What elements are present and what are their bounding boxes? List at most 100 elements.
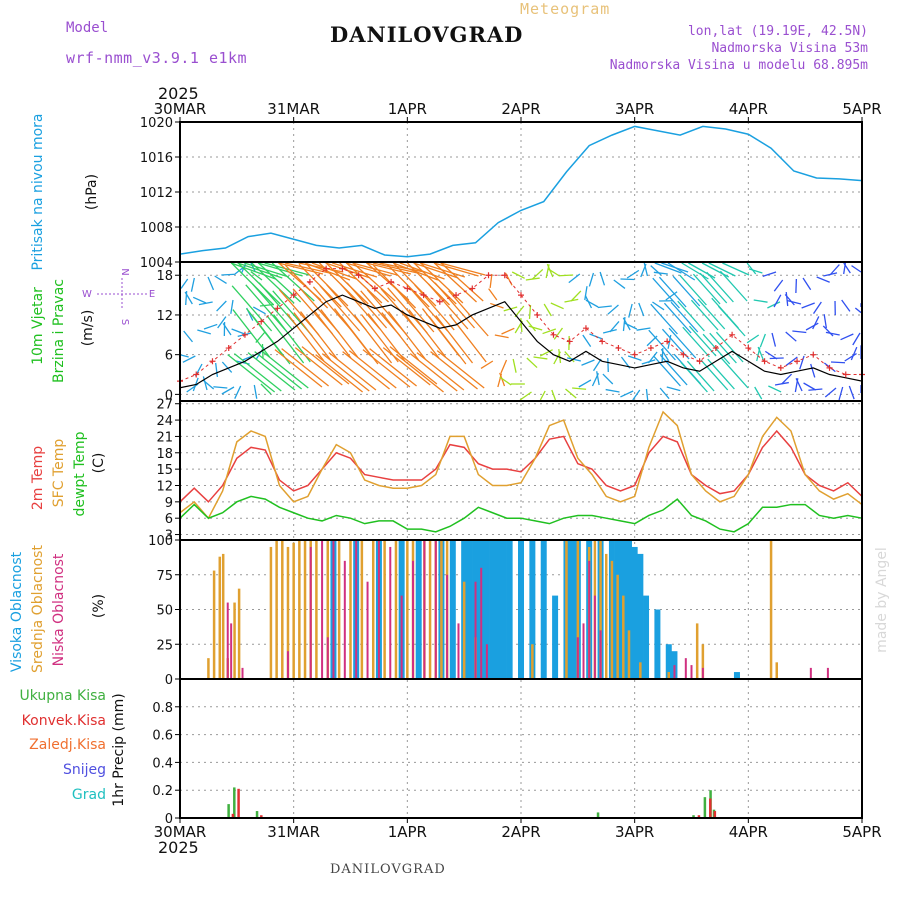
cloud-low-bar — [321, 540, 324, 679]
cloud-high-bar — [625, 540, 632, 679]
wind-gust-point — [534, 311, 541, 318]
wind-vector — [251, 283, 293, 330]
wind-vector — [613, 279, 626, 289]
wind-vector — [286, 313, 325, 362]
wind-vector — [393, 262, 437, 307]
wind-vector — [692, 273, 721, 305]
wind-vector — [623, 322, 638, 330]
wind-vector — [553, 327, 564, 340]
y-tick-label: 24 — [156, 414, 173, 429]
wind-vector — [519, 391, 532, 401]
wind-vector — [227, 354, 276, 393]
cloud-low-bar — [690, 665, 693, 679]
cloud-low-bar — [588, 560, 591, 679]
precip-conv-bar — [260, 815, 263, 818]
model-label: Model — [66, 20, 109, 36]
wind-vector — [274, 349, 323, 388]
cloud-high-bar — [665, 644, 672, 679]
ylabel-temp-dewpt: dewpt Temp — [72, 431, 88, 516]
precip-conv-bar — [231, 813, 235, 818]
ylabel-temp-sfc: SFC Temp — [51, 439, 67, 508]
wind-vector — [293, 312, 332, 361]
wind-vector — [785, 331, 797, 342]
compass-n: N — [119, 268, 130, 275]
year-bottom: 2025 — [158, 838, 199, 857]
wind-vector — [266, 315, 305, 364]
footer-station: DANILOVGRAD — [330, 862, 446, 877]
wind-vector — [231, 328, 245, 335]
wind-vector — [648, 329, 676, 361]
wind-vector — [565, 388, 577, 399]
cloud-high-bar — [631, 546, 638, 679]
wind-vector — [787, 299, 802, 305]
x-tick-label-top: 4APR — [729, 100, 768, 118]
x-tick-label-bottom: 5APR — [842, 823, 881, 841]
y-tick-label: 100 — [148, 534, 173, 549]
wind-gust-point — [566, 338, 573, 345]
wind-vector — [825, 331, 840, 336]
wind-vector — [214, 275, 227, 284]
wind-vector — [234, 385, 242, 399]
wind-vector — [767, 301, 781, 309]
wind-vector — [348, 350, 397, 389]
precip-total-bar — [227, 804, 230, 818]
wind-vector — [564, 351, 575, 363]
ylabel-wind-unit: (m/s) — [80, 310, 96, 347]
wind-vector — [300, 311, 338, 360]
wind-vector — [247, 352, 296, 391]
x-tick-label-bottom: 1APR — [388, 823, 427, 841]
wind-vector — [354, 315, 393, 364]
cloud-mid-bar — [233, 602, 236, 679]
wind-vector — [584, 286, 588, 301]
cloud-mid-bar — [349, 540, 352, 679]
wind-vector — [542, 328, 557, 335]
cloud-low-bar — [286, 651, 289, 679]
wind-vector — [672, 275, 701, 307]
wind-vector — [245, 284, 286, 331]
cloud-high-bar — [489, 540, 496, 679]
cloud-low-bar — [332, 540, 335, 679]
wind-vector — [812, 316, 820, 330]
wind-gust-point — [388, 278, 395, 285]
cloud-mid-bar — [281, 540, 284, 679]
wind-gust-point — [274, 305, 281, 312]
wind-gust-point — [712, 345, 719, 352]
wind-gust-point — [810, 351, 817, 358]
cloud-low-bar — [377, 540, 380, 679]
wind-vector — [409, 353, 458, 392]
wind-vector — [762, 271, 777, 277]
wind-vector — [799, 355, 805, 370]
wind-vector — [851, 265, 862, 273]
cloud-mid-bar — [440, 540, 443, 679]
wind-vector — [488, 288, 498, 301]
wind-gust-point — [225, 345, 232, 352]
compass-e: E — [149, 289, 155, 300]
wind-vector — [679, 274, 707, 306]
cloud-low-bar — [230, 623, 233, 679]
wind-vector — [192, 296, 207, 304]
wind-speed-line — [179, 294, 863, 389]
ylabel-cloud-unit: (%) — [91, 594, 107, 618]
wind-vector — [784, 294, 795, 306]
cloud-mid-bar — [286, 546, 290, 679]
lonlat-info: lon,lat (19.19E, 42.5N) — [687, 24, 868, 39]
wind-vector — [654, 262, 682, 274]
wind-vector — [233, 353, 282, 392]
wind-gust-point — [339, 265, 346, 272]
wind-vector — [260, 383, 272, 395]
compass-w: W — [82, 289, 92, 300]
wind-vector — [494, 334, 509, 339]
wind-vector — [850, 346, 858, 361]
cloud-mid-bar — [292, 542, 295, 679]
wind-vector — [660, 348, 670, 362]
wind-vector — [572, 387, 587, 390]
wind-vector — [401, 310, 440, 359]
wind-vector — [294, 347, 343, 386]
wind-vector — [352, 262, 398, 276]
wind-vector — [433, 262, 479, 277]
wind-vector — [768, 385, 782, 393]
elevation-info: Nadmorska Visina 53m — [711, 41, 868, 56]
wind-vector — [435, 315, 474, 364]
wind-gust-point — [436, 298, 443, 305]
